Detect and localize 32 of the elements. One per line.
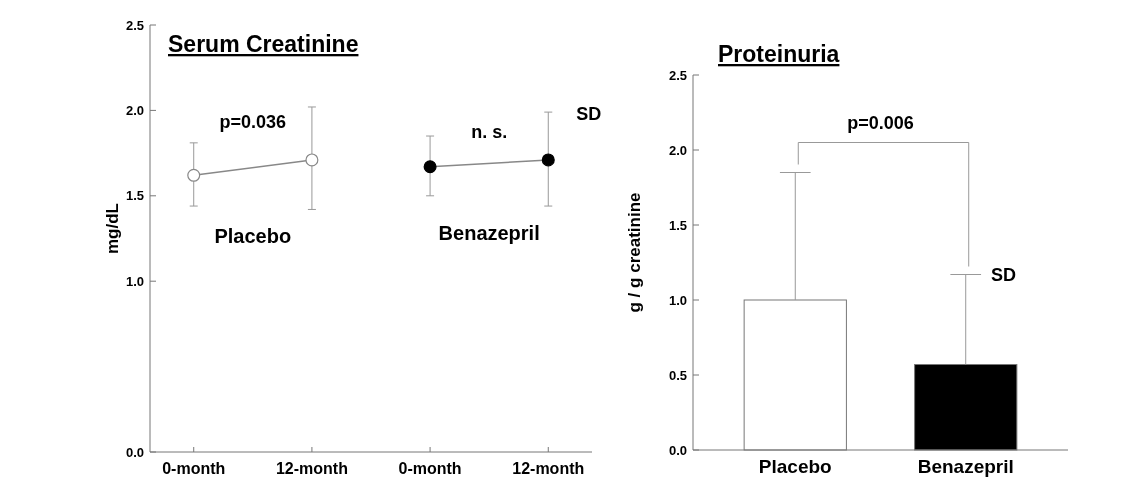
point [305, 153, 319, 167]
chart-title: Proteinuria [718, 41, 840, 67]
point [187, 168, 201, 182]
y-tick-label: 0.5 [668, 367, 687, 383]
y-tick-label: 0.0 [125, 444, 144, 460]
annotation: SD [576, 104, 602, 125]
y-tick-label: 2.0 [668, 142, 687, 158]
y-tick-label: 1.5 [668, 217, 687, 233]
x-tick-label: 0-month [162, 460, 226, 477]
y-tick-label: 0.0 [668, 442, 687, 458]
x-tick-label: 12-month [512, 460, 585, 477]
point [541, 153, 555, 167]
text: Placebo [214, 225, 292, 248]
x-tick-label: Placebo [758, 456, 832, 477]
y-axis-title: mg/dL [103, 203, 122, 254]
y-axis-title: g / g creatinine [625, 192, 644, 313]
y-tick-label: 1.5 [125, 188, 144, 204]
text: Benazepril [438, 222, 540, 245]
y-tick-label: 2.5 [125, 17, 144, 33]
y-tick-label: 1.0 [125, 273, 144, 289]
annotation: n. s. [471, 122, 508, 143]
annotation: p=0.036 [219, 111, 287, 132]
annotation: p=0.006 [847, 112, 914, 133]
y-tick-label: 2.0 [125, 102, 144, 118]
y-tick-label: 2.5 [668, 67, 687, 83]
x-tick-label: 12-month [275, 460, 348, 477]
chart-title: Serum Creatinine [168, 31, 359, 57]
x-tick-label: 0-month [398, 460, 462, 477]
point [423, 160, 437, 174]
y-tick-label: 1.0 [668, 292, 687, 308]
annotation: SD [991, 264, 1017, 285]
x-tick-label: Benazepril [917, 456, 1014, 477]
